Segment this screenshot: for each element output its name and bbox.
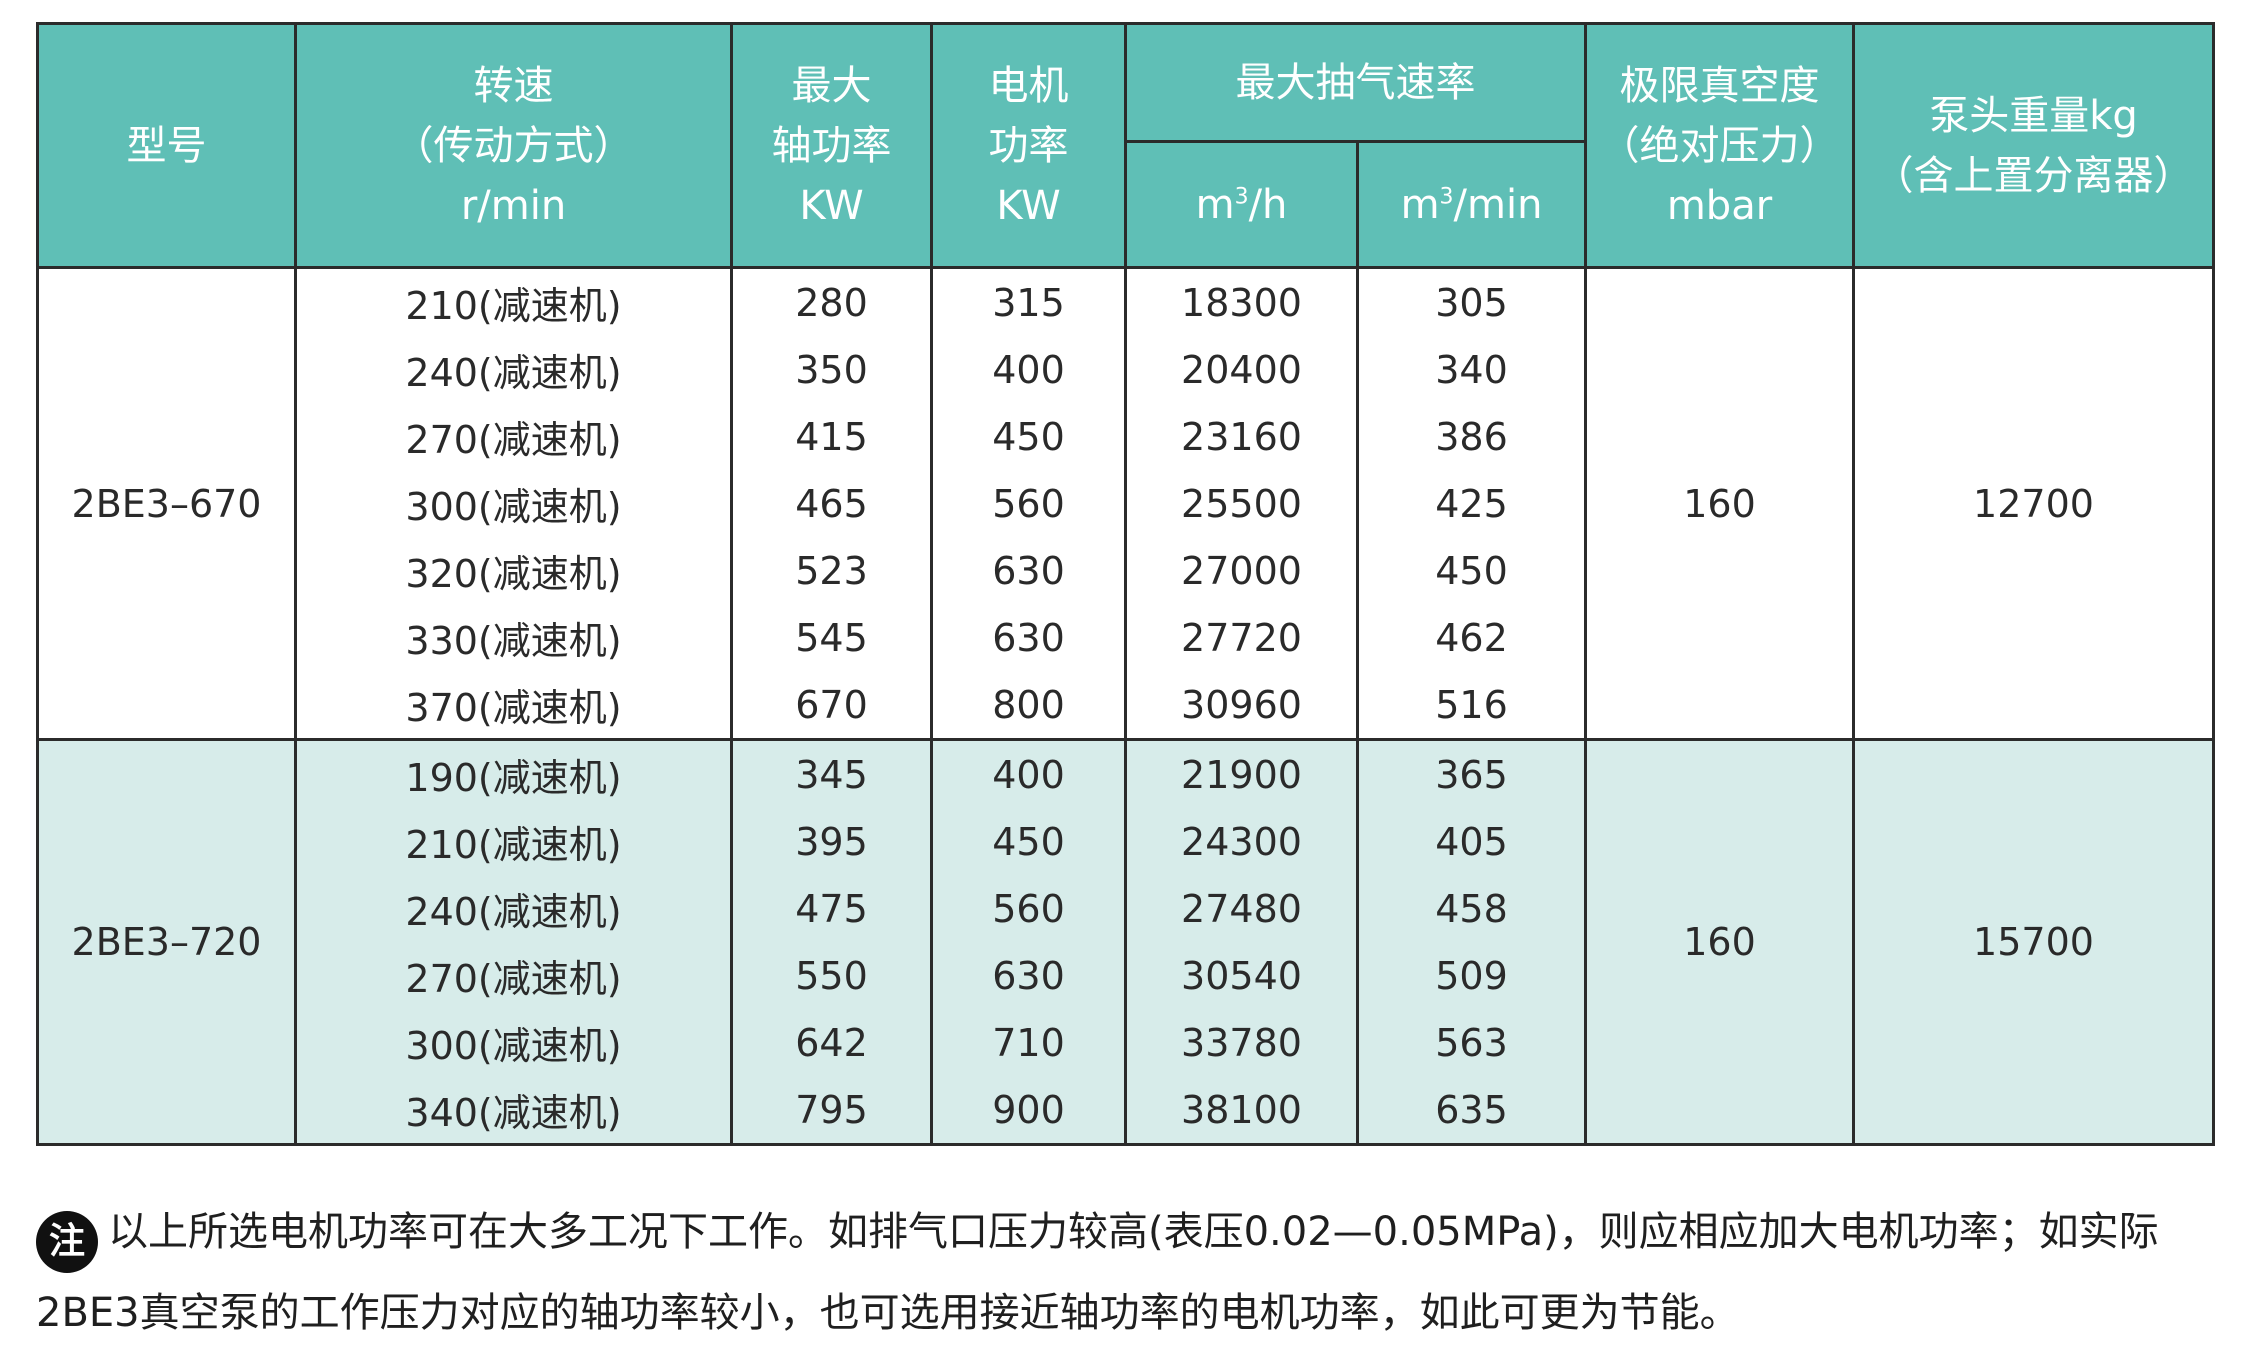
table-row: 240(减速机) 475 560 27480 458 [38,875,2214,942]
header-max-shaft-power: 最大 轴功率 KW [730,22,933,269]
table-row: 370(减速机) 670 800 30960 516 [38,671,2214,741]
header-ultimate-vacuum: 极限真空度 （绝对压力） mbar [1584,22,1855,269]
table-body: 2BE3–670 210(减速机) 280 315 18300 305 160 12700 24… [36,266,2215,1146]
motor-power-cell: 400 [930,336,1127,403]
header-rate-m3h: m3/h [1124,140,1359,269]
speed-cell: 330(减速机) [294,604,733,671]
shaft-power-cell: 475 [730,875,933,942]
table-row: 330(减速机) 545 630 27720 462 [38,604,2214,671]
motor-power-cell: 560 [930,470,1127,537]
rate-m3min-cell: 405 [1356,808,1587,875]
shaft-power-cell: 465 [730,470,933,537]
rate-m3min-cell: 635 [1356,1076,1587,1146]
rate-m3h-cell: 27000 [1124,537,1359,604]
rate-m3h-cell: 38100 [1124,1076,1359,1146]
table-row: 320(减速机) 523 630 27000 450 [38,537,2214,604]
footnote-text: 以上所选电机功率可在大多工况下工作。如排气口压力较高(表压0.02—0.05MP… [36,1209,2159,1336]
rate-m3h-cell: 18300 [1124,266,1359,336]
shaft-power-cell: 670 [730,671,933,741]
header-model: 型号 [36,22,297,269]
shaft-power-cell: 345 [730,738,933,808]
shaft-power-cell: 350 [730,336,933,403]
speed-cell: 270(减速机) [294,403,733,470]
table-row: 340(减速机) 795 900 38100 635 [38,1076,2214,1146]
speed-cell: 210(减速机) [294,266,733,336]
vacuum-cell: 160 [1584,266,1855,741]
table-row: 270(减速机) 415 450 23160 386 [38,403,2214,470]
shaft-power-cell: 545 [730,604,933,671]
rate-m3min-cell: 509 [1356,942,1587,1009]
table-row: 300(减速机) 465 560 25500 425 [38,470,2214,537]
rate-m3h-cell: 33780 [1124,1009,1359,1076]
speed-cell: 370(减速机) [294,671,733,741]
motor-power-cell: 630 [930,537,1127,604]
motor-power-cell: 900 [930,1076,1127,1146]
rate-m3min-cell: 563 [1356,1009,1587,1076]
weight-cell: 12700 [1852,266,2215,741]
shaft-power-cell: 550 [730,942,933,1009]
note-icon: 注 [36,1211,98,1273]
rate-m3min-cell: 365 [1356,738,1587,808]
vacuum-cell: 160 [1584,738,1855,1146]
rate-m3min-cell: 458 [1356,875,1587,942]
rate-m3h-cell: 23160 [1124,403,1359,470]
motor-power-cell: 400 [930,738,1127,808]
header-rate-m3min: m3/min [1356,140,1587,269]
speed-cell: 240(减速机) [294,336,733,403]
speed-cell: 210(减速机) [294,808,733,875]
motor-power-cell: 315 [930,266,1127,336]
table-row: 2BE3–720 190(减速机) 345 400 21900 365 160 15700 [36,738,2215,1146]
motor-power-cell: 710 [930,1009,1127,1076]
motor-power-cell: 560 [930,875,1127,942]
footnote: 注以上所选电机功率可在大多工况下工作。如排气口压力较高(表压0.02—0.05M… [36,1192,2212,1353]
rate-m3min-cell: 340 [1356,336,1587,403]
header-motor-power: 电机 功率 KW [930,22,1127,269]
header-speed: 转速 （传动方式） r/min [294,22,733,269]
shaft-power-cell: 642 [730,1009,933,1076]
table-header: 型号 转速 （传动方式） r/min 最大 轴功率 KW 电机 功率 KW 最大… [36,22,2215,269]
shaft-power-cell: 395 [730,808,933,875]
speed-cell: 190(减速机) [294,738,733,808]
table-row: 240(减速机) 350 400 20400 340 [38,336,2214,403]
table-row: 2BE3–670 210(减速机) 280 315 18300 305 160 12700 [36,266,2215,741]
rate-m3h-cell: 27480 [1124,875,1359,942]
speed-cell: 300(减速机) [294,470,733,537]
table-row: 210(减速机) 395 450 24300 405 [38,808,2214,875]
weight-cell: 15700 [1852,738,2215,1146]
rate-m3min-cell: 516 [1356,671,1587,741]
header-max-pump-rate: 最大抽气速率 [1124,22,1587,143]
speed-cell: 300(减速机) [294,1009,733,1076]
motor-power-cell: 630 [930,604,1127,671]
rate-m3min-cell: 305 [1356,266,1587,336]
rate-m3h-cell: 30540 [1124,942,1359,1009]
rate-m3min-cell: 462 [1356,604,1587,671]
shaft-power-cell: 523 [730,537,933,604]
rate-m3min-cell: 386 [1356,403,1587,470]
speed-cell: 340(减速机) [294,1076,733,1146]
shaft-power-cell: 415 [730,403,933,470]
speed-cell: 240(减速机) [294,875,733,942]
motor-power-cell: 450 [930,808,1127,875]
header-pump-weight: 泵头重量kg （含上置分离器） [1852,22,2215,269]
table-row: 270(减速机) 550 630 30540 509 [38,942,2214,1009]
model-cell: 2BE3–670 [36,266,297,741]
rate-m3h-cell: 24300 [1124,808,1359,875]
rate-m3h-cell: 25500 [1124,470,1359,537]
table-row: 300(减速机) 642 710 33780 563 [38,1009,2214,1076]
rate-m3min-cell: 450 [1356,537,1587,604]
motor-power-cell: 800 [930,671,1127,741]
rate-m3h-cell: 21900 [1124,738,1359,808]
shaft-power-cell: 795 [730,1076,933,1146]
model-cell: 2BE3–720 [36,738,297,1146]
rate-m3min-cell: 425 [1356,470,1587,537]
motor-power-cell: 630 [930,942,1127,1009]
speed-cell: 320(减速机) [294,537,733,604]
speed-cell: 270(减速机) [294,942,733,1009]
motor-power-cell: 450 [930,403,1127,470]
spec-table: 型号 转速 （传动方式） r/min 最大 轴功率 KW 电机 功率 KW 最大… [36,22,2215,1146]
rate-m3h-cell: 30960 [1124,671,1359,741]
rate-m3h-cell: 27720 [1124,604,1359,671]
shaft-power-cell: 280 [730,266,933,336]
rate-m3h-cell: 20400 [1124,336,1359,403]
